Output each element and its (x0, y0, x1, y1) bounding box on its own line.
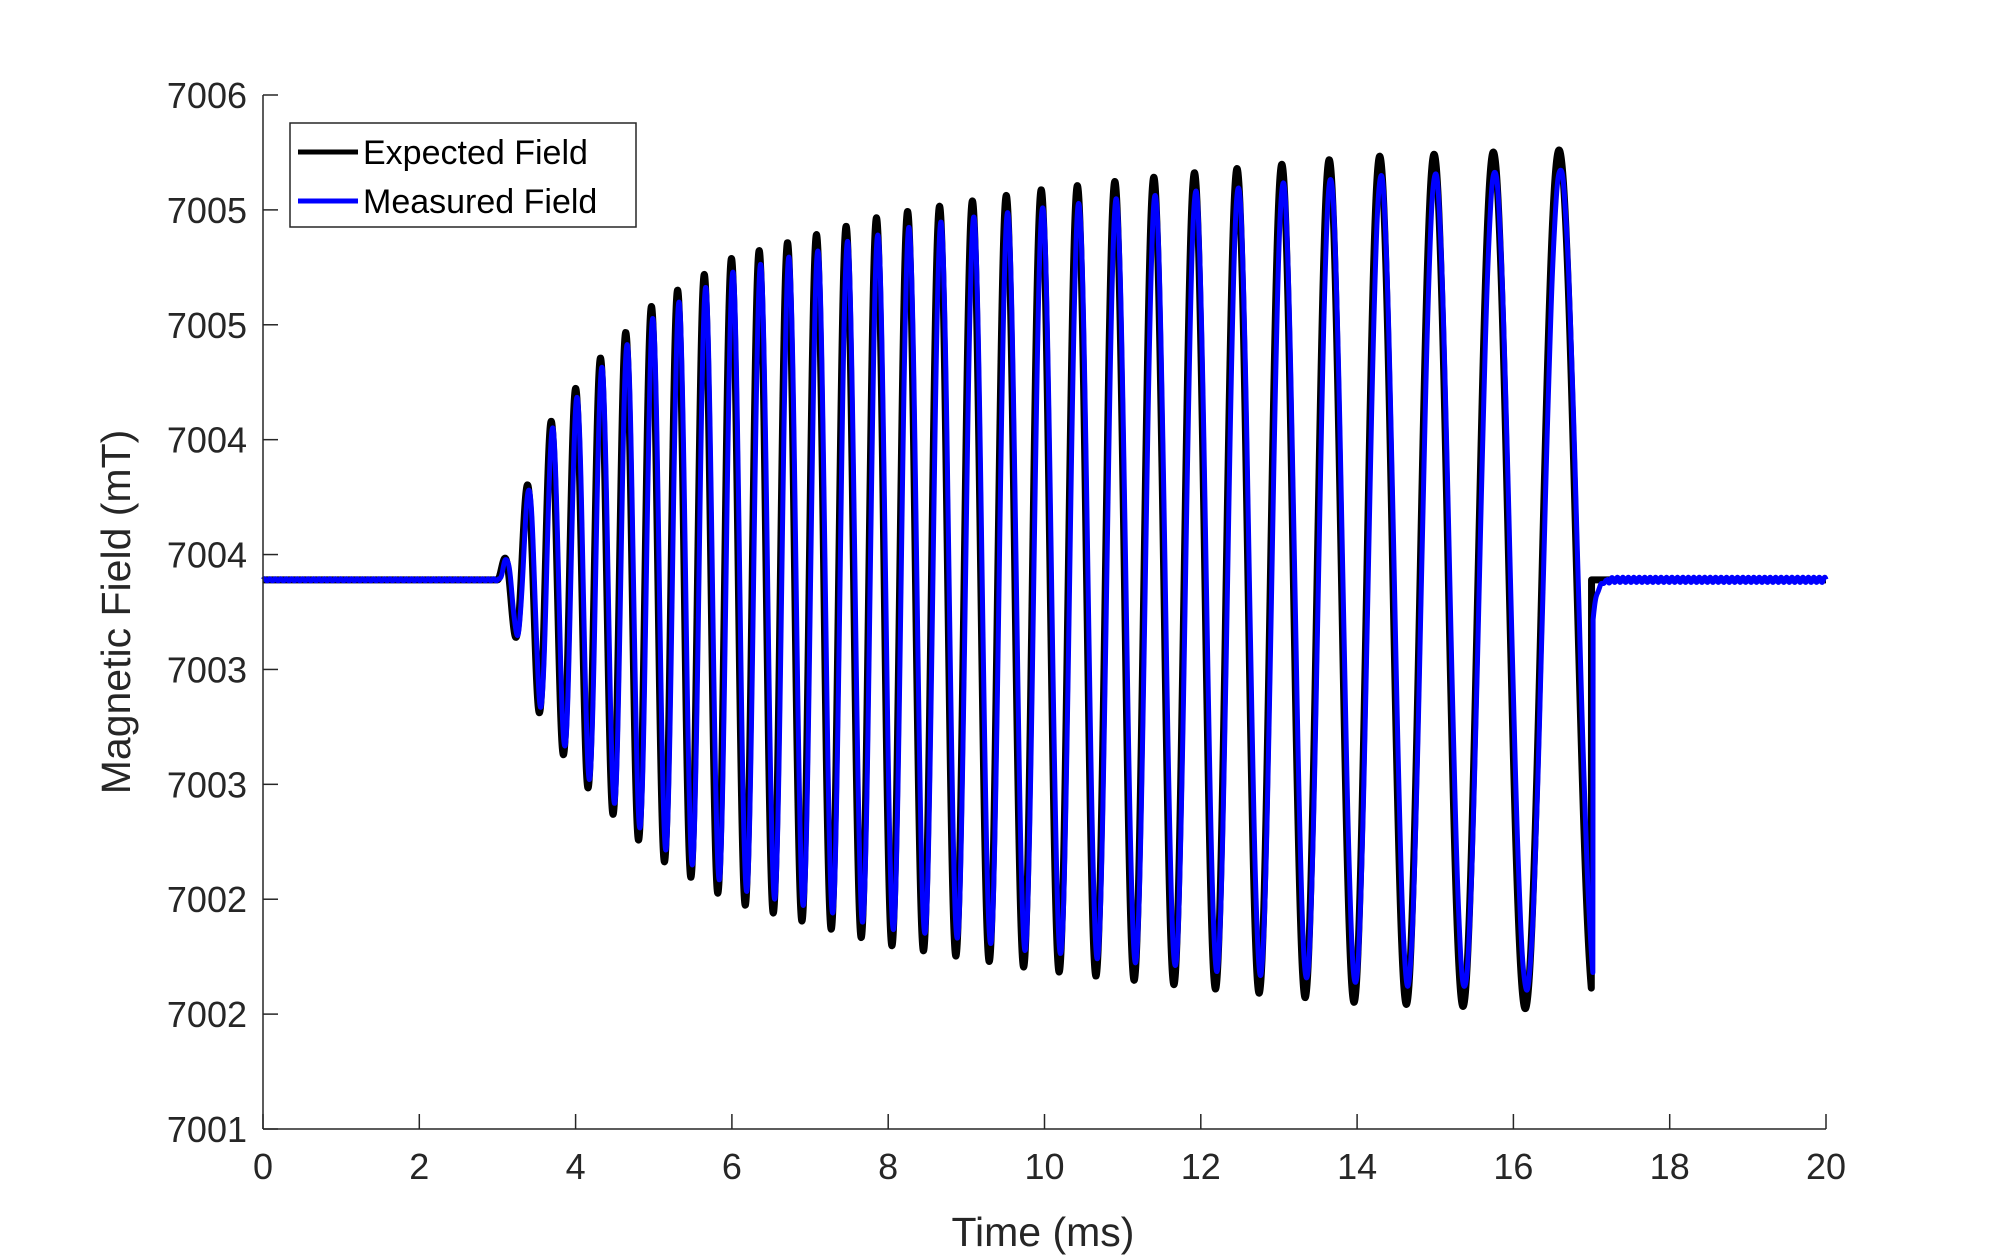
x-tick-label: 8 (878, 1146, 898, 1187)
y-axis-ticks: 7001 7002 7002 7003 7003 7004 7004 7005 7005 7006 (167, 75, 278, 1150)
y-tick-label: 7004 (167, 420, 247, 461)
legend: Expected Field Measured Field (289, 122, 637, 228)
legend-box (289, 122, 637, 228)
x-tick-label: 14 (1337, 1146, 1377, 1187)
y-tick-label: 7003 (167, 649, 247, 690)
legend-label-expected-field: Expected Field (363, 134, 588, 172)
x-tick-label: 2 (409, 1146, 429, 1187)
y-tick-label: 7005 (167, 190, 247, 231)
y-tick-label: 7003 (167, 764, 247, 805)
y-axis-label: Magnetic Field (mT) (93, 430, 139, 795)
x-axis-ticks: 0 2 4 6 8 10 12 14 16 18 20 (253, 1114, 1846, 1187)
y-tick-label: 7002 (167, 879, 247, 920)
x-tick-label: 10 (1024, 1146, 1064, 1187)
x-tick-label: 16 (1493, 1146, 1533, 1187)
x-tick-label: 6 (722, 1146, 742, 1187)
x-tick-label: 20 (1806, 1146, 1846, 1187)
y-tick-label: 7002 (167, 994, 247, 1035)
x-tick-label: 12 (1181, 1146, 1221, 1187)
x-tick-label: 4 (566, 1146, 586, 1187)
legend-label-measured-field: Measured Field (363, 183, 597, 221)
series-line-measured-field (260, 167, 1829, 993)
y-tick-label: 7006 (167, 75, 247, 116)
x-tick-label: 18 (1650, 1146, 1690, 1187)
x-tick-label: 0 (253, 1146, 273, 1187)
series-layer (259, 146, 1830, 1013)
y-tick-label: 7004 (167, 535, 247, 576)
x-axis-label: Time (ms) (952, 1209, 1135, 1255)
y-tick-label: 7005 (167, 305, 247, 346)
y-tick-label: 7001 (167, 1109, 247, 1150)
